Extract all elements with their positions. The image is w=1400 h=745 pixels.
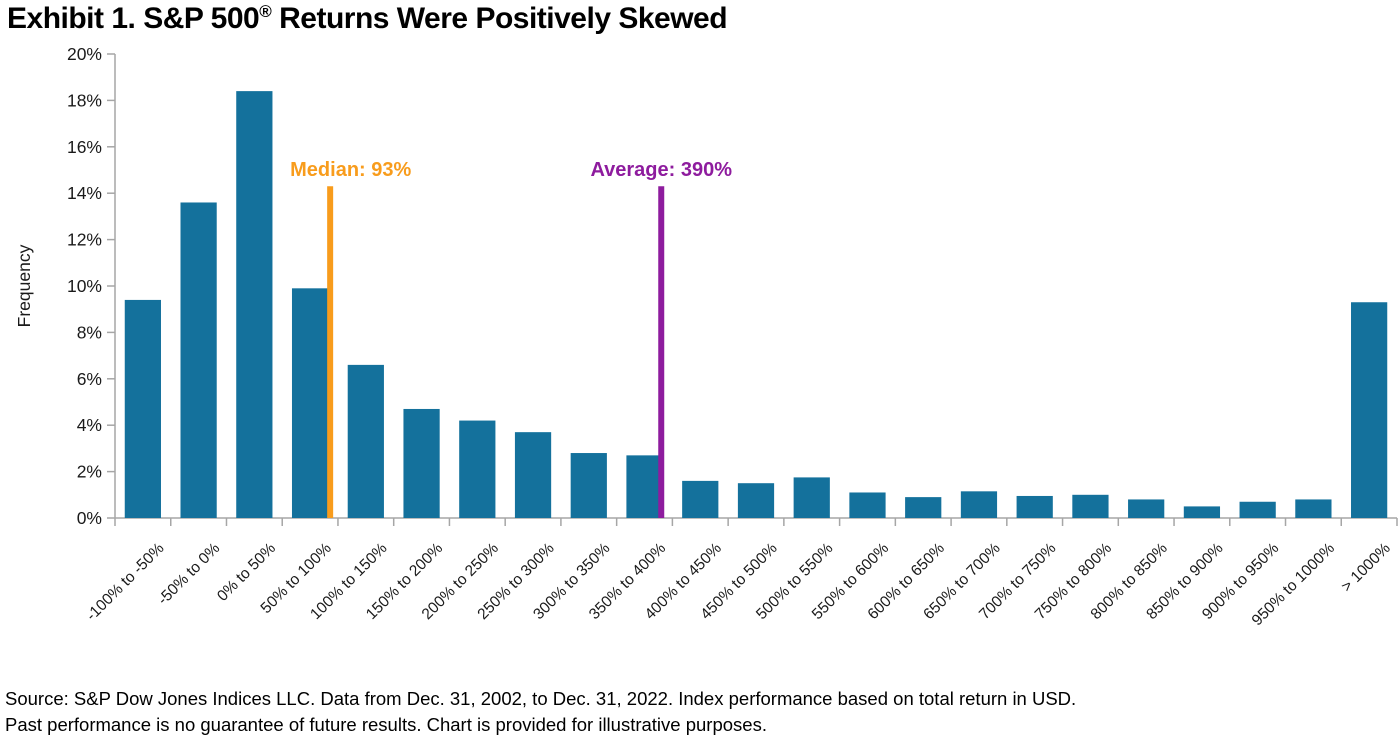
y-tick-label: 20% <box>67 44 102 64</box>
chart-title: Exhibit 1. S&P 500® Returns Were Positiv… <box>7 2 728 36</box>
histogram-bar <box>570 453 607 518</box>
histogram-bar <box>1128 499 1165 518</box>
average-label: Average: 390% <box>590 159 732 181</box>
histogram-bar <box>1072 494 1109 518</box>
x-tick-label: -100% to -50% <box>83 540 168 625</box>
y-tick-label: 16% <box>67 137 102 157</box>
histogram-chart: 0% 2% 4% 6% 8% 10% 12% 14% 16% 18% 20% -100% to -50… <box>14 44 1398 629</box>
histogram-bar <box>626 455 663 518</box>
histogram-bar <box>236 91 273 518</box>
histogram-bar <box>793 477 830 518</box>
histogram-bar <box>403 408 440 518</box>
histogram-bar <box>1239 501 1276 518</box>
median-label: Median: 93% <box>290 159 411 181</box>
y-tick-label: 18% <box>67 90 102 110</box>
y-tick-label: 6% <box>77 369 102 389</box>
histogram-bar <box>180 202 217 519</box>
histogram-bar <box>347 364 384 518</box>
histogram-bar <box>849 492 886 518</box>
histogram-bar <box>1183 506 1221 518</box>
x-tick-label: > 1000% <box>1338 540 1394 596</box>
y-axis-title: Frequency <box>14 244 34 327</box>
y-tick-label: 4% <box>77 415 102 435</box>
histogram-bar <box>960 491 998 518</box>
histogram-bar <box>737 483 775 518</box>
histogram-bar <box>1295 499 1332 518</box>
source-note: Source: S&P Dow Jones Indices LLC. Data … <box>5 686 1400 738</box>
histogram-bar <box>514 432 552 518</box>
y-tick-label: 12% <box>67 230 102 250</box>
histogram-bar <box>291 288 329 518</box>
histogram-bar <box>1351 302 1388 518</box>
y-tick-label: 2% <box>77 462 102 482</box>
histogram-bar <box>124 299 161 518</box>
y-tick-label: 10% <box>67 276 102 296</box>
histogram-bar <box>459 420 496 518</box>
histogram-bar <box>905 497 942 518</box>
histogram-bar <box>682 480 719 518</box>
y-tick-label: 14% <box>67 183 102 203</box>
histogram-bar <box>1016 495 1053 518</box>
y-tick-label: 8% <box>77 322 102 342</box>
source-line-1: Source: S&P Dow Jones Indices LLC. Data … <box>5 688 1077 709</box>
y-tick-label: 0% <box>77 508 102 528</box>
title-prefix: Exhibit 1. S&P 500 <box>7 2 260 35</box>
title-suffix: Returns Were Positively Skewed <box>271 2 728 35</box>
registered-trademark-icon: ® <box>259 2 272 21</box>
source-line-2: Past performance is no guarantee of futu… <box>5 714 767 735</box>
